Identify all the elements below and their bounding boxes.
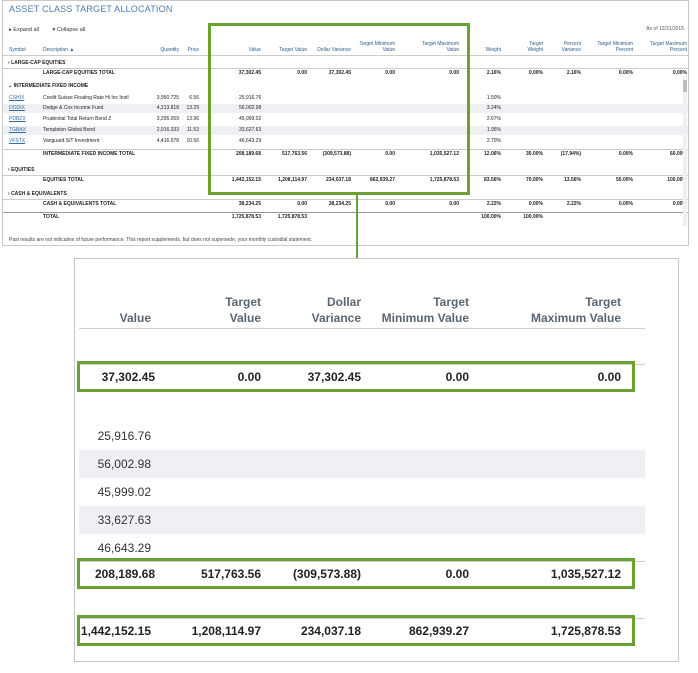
grand-total-row: TOTAL 1,725,878.53 1,725,878.53 100.00% … <box>3 212 688 222</box>
col-target-value[interactable]: Target Value <box>279 47 307 53</box>
holding-row: VFSTX Vanguard S/T Investment 4,416.978 … <box>9 138 501 144</box>
zoom-holding-row: 25,916.76 <box>97 429 151 443</box>
divider <box>79 561 645 562</box>
symbol-link[interactable]: TGBAX <box>9 127 26 133</box>
divider <box>79 618 645 619</box>
group-fixed-income[interactable]: ⌄ INTERMEDIATE FIXED INCOME <box>8 83 89 89</box>
col-description[interactable]: Description ▲ <box>43 47 75 53</box>
cash-total-row: CASH & EQUIVALENTS TOTAL 38,234.25 0.00 … <box>3 199 688 209</box>
highlight-box <box>208 23 470 195</box>
group-equities[interactable]: › EQUITIES <box>8 167 35 173</box>
zoom-holding-row: 46,643.29 <box>97 541 151 555</box>
col-symbol[interactable]: Symbol <box>9 47 26 53</box>
report-title: ASSET CLASS TARGET ALLOCATION <box>9 4 173 14</box>
as-of-date: As of 12/31/2015 <box>646 26 684 32</box>
zoom-col-dollar-variance: Dollar Variance <box>311 295 361 325</box>
zoom-holding-row: 45,999.02 <box>97 485 151 499</box>
zoom-col-target-max-value: Target Maximum Value <box>530 295 621 325</box>
col-price[interactable]: Price <box>187 47 199 53</box>
expand-all-link[interactable]: ▸ Expand all <box>9 27 39 33</box>
zoom-fixed-income-total-row: 208,189.68 517,763.56 (309,573.88) 0.00 … <box>94 567 621 581</box>
fixed-income-total-row: INTERMEDIATE FIXED INCOME TOTAL 208,189.… <box>3 149 688 159</box>
large-cap-total-row: LARGE-CAP EQUITIES TOTAL 37,302.45 0.00 … <box>3 68 688 78</box>
holding-row: PDBZX Prudential Total Return Bond Z 3,2… <box>9 116 501 122</box>
table-header: Symbol Description ▲ Quantity Price Valu… <box>3 39 688 56</box>
disclaimer-text: Past results are not indicative of futur… <box>9 237 313 243</box>
connector-line <box>356 194 358 269</box>
zoom-col-target-value: Target Value <box>225 295 261 325</box>
highlight-box <box>77 615 635 646</box>
col-dollar-variance[interactable]: Dollar Variance <box>317 47 351 53</box>
holding-row: DODIX Dodge & Cox Income Fund 4,213.818 … <box>3 104 688 113</box>
col-target-max-percent[interactable]: Target Maximum Percent <box>650 41 687 53</box>
zoom-holding-row: 56,002.98 <box>79 450 645 478</box>
group-large-cap[interactable]: › LARGE-CAP EQUITIES <box>8 60 66 66</box>
zoom-col-target-min-value: Target Minimum Value <box>381 295 469 325</box>
expand-collapse-controls: ▸ Expand all ▾ Collapse all <box>9 27 97 33</box>
zoom-col-value: Value <box>119 311 151 325</box>
equities-total-row: EQUITIES TOTAL 1,442,152.15 1,208,114.97… <box>3 175 688 185</box>
col-target-max-value[interactable]: Target Maximum Value <box>422 41 459 53</box>
zoom-large-cap-total-row: 37,302.45 0.00 37,302.45 0.00 0.00 <box>101 370 621 384</box>
highlight-box <box>77 361 635 392</box>
zoom-panel: Value Target Value Dollar Variance Target M… <box>74 258 679 662</box>
divider <box>79 328 645 329</box>
zoom-holding-row: 33,627.63 <box>79 506 645 534</box>
symbol-link[interactable]: CSHIX <box>9 95 25 101</box>
col-weight[interactable]: Weight <box>485 47 501 53</box>
group-cash[interactable]: › CASH & EQUIVALENTS <box>8 191 67 197</box>
divider <box>79 364 645 365</box>
col-value[interactable]: Value <box>248 47 261 53</box>
col-percent-variance[interactable]: Percent Variance <box>561 41 581 53</box>
col-target-weight[interactable]: Target Weight <box>527 41 543 53</box>
report-panel: ASSET CLASS TARGET ALLOCATION As of 12/3… <box>2 0 689 246</box>
holding-row: TGBAX Templeton Global Bond 2,916.333 11… <box>3 126 688 135</box>
symbol-link[interactable]: DODIX <box>9 105 25 111</box>
collapse-all-link[interactable]: ▾ Collapse all <box>52 27 86 33</box>
symbol-link[interactable]: VFSTX <box>9 138 26 144</box>
col-target-min-percent[interactable]: Target Minimum Percent <box>597 41 633 53</box>
symbol-link[interactable]: PDBZX <box>9 116 26 122</box>
highlight-box <box>77 558 635 589</box>
holding-row: CSHIX Credit Suisse Floating Rate Hi Inc… <box>9 95 501 101</box>
col-quantity[interactable]: Quantity <box>160 47 179 53</box>
zoom-equities-total-row: 1,442,152.15 1,208,114.97 234,037.18 862… <box>80 624 621 638</box>
vertical-scrollbar[interactable] <box>683 76 687 226</box>
col-target-min-value[interactable]: Target Minimum Value <box>359 41 395 53</box>
